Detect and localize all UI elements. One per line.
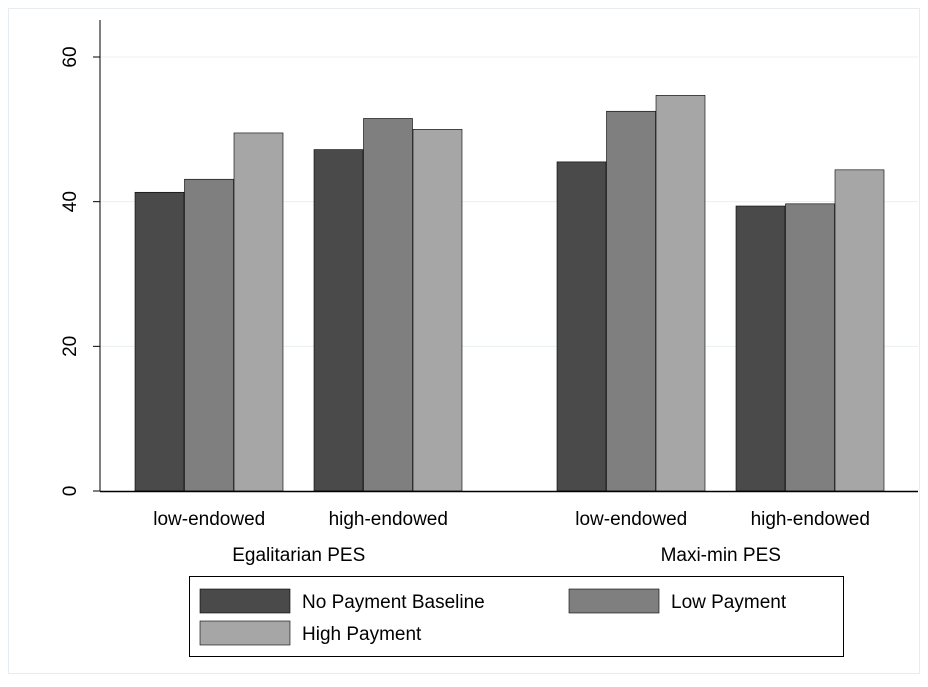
bar: [606, 110, 656, 492]
legend-box: [189, 576, 844, 657]
bar: [363, 118, 413, 492]
bar: [735, 205, 786, 492]
y-tick-label: 60: [60, 46, 81, 67]
bar: [412, 129, 463, 492]
bar: [834, 169, 885, 492]
bars: [134, 95, 885, 492]
bar: [556, 161, 607, 492]
axes: 0 20 40 60: [60, 20, 918, 496]
category-label: high-endowed: [329, 509, 448, 530]
legend-label: Low Payment: [671, 592, 787, 613]
category-label: low-endowed: [153, 509, 265, 530]
bar: [134, 191, 185, 492]
group-label: Maxi-min PES: [661, 545, 781, 566]
category-labels: low-endowed high-endowed Egalitarian PES lo…: [153, 509, 870, 566]
category-label: low-endowed: [575, 509, 687, 530]
legend-swatch: [199, 588, 291, 614]
bar: [313, 149, 364, 492]
bar: [785, 203, 835, 492]
legend: No Payment Baseline Low Payment High Payme…: [189, 576, 844, 657]
legend-label: No Payment Baseline: [302, 592, 485, 613]
bar: [655, 95, 706, 492]
bar: [184, 178, 234, 492]
y-tick-label: 0: [60, 486, 81, 497]
legend-swatch: [199, 620, 291, 646]
legend-label: High Payment: [302, 624, 422, 645]
group-label: Egalitarian PES: [232, 545, 365, 566]
legend-swatch: [568, 588, 660, 614]
category-label: high-endowed: [751, 509, 870, 530]
y-tick-label: 40: [60, 191, 81, 212]
y-tick-label: 20: [60, 336, 81, 357]
bar: [233, 132, 284, 492]
